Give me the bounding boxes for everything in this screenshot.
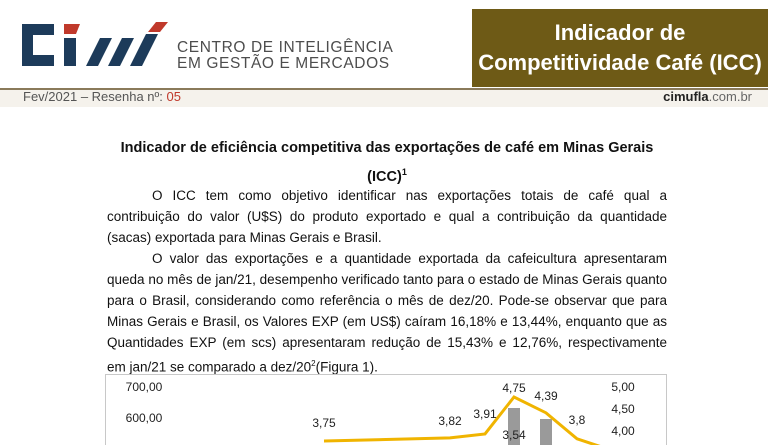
issue-number: 05: [166, 89, 181, 104]
chart-svg: 700,00 600,00 5,00 4,50 4,00 3,75 3,82 3…: [126, 380, 635, 445]
bar-1: [540, 419, 552, 445]
site-domain: .com.br: [708, 89, 752, 104]
paragraph-1: O ICC tem como objetivo identificar nas …: [107, 185, 667, 248]
figure-1-chart: 700,00 600,00 5,00 4,50 4,00 3,75 3,82 3…: [105, 374, 667, 445]
title-line2: Competitividade Café (ICC): [478, 50, 762, 75]
issue-date: Fev/2021 – Resenha nº:: [23, 89, 167, 104]
logo-text: CENTRO DE INTELIGÊNCIA EM GESTÃO E MERCA…: [177, 40, 393, 72]
line-label-0: 3,75: [312, 416, 336, 430]
heading-line2: (ICC): [367, 168, 402, 185]
heading-line1: Indicador de eficiência competitiva das …: [120, 140, 654, 156]
logo-text-line2: EM GESTÃO E MERCADOS: [177, 55, 390, 72]
logo-text-line1: CENTRO DE INTELIGÊNCIA: [177, 39, 394, 56]
article-heading: Indicador de eficiência competitiva das …: [107, 136, 667, 189]
cim-logo: [22, 22, 168, 66]
document-title-box: Indicador de Competitividade Café (ICC): [472, 9, 768, 87]
right-tick-5: 5,00: [611, 380, 635, 394]
paragraph-2-footnote-ref: 2: [311, 359, 316, 368]
bar-label-0: 3,54: [502, 428, 526, 442]
site-link[interactable]: cimufla.com.br: [663, 89, 752, 104]
title-line1: Indicador de: [554, 20, 686, 45]
left-tick-700: 700,00: [126, 380, 163, 394]
left-tick-600: 600,00: [126, 411, 163, 425]
line-label-2: 3,91: [473, 407, 497, 421]
paragraph-2-text: O valor das exportações e a quantidade e…: [107, 251, 667, 375]
heading-footnote-ref: 1: [401, 167, 407, 177]
line-label-3: 4,75: [502, 381, 526, 395]
paragraph-2: O valor das exportações e a quantidade e…: [107, 248, 667, 378]
line-label-1: 3,82: [438, 414, 462, 428]
paragraph-1-text: O ICC tem como objetivo identificar nas …: [107, 188, 667, 245]
site-name: cimufla: [663, 89, 709, 104]
right-tick-4-5: 4,50: [611, 402, 635, 416]
header-divider: [0, 88, 768, 90]
paragraph-2-figure-ref: (Figura 1).: [315, 359, 378, 375]
header-strip: [0, 90, 768, 107]
issue-info: Fev/2021 – Resenha nº: 05: [23, 89, 181, 104]
line-label-5: 3,8: [569, 413, 586, 427]
right-tick-4: 4,00: [611, 424, 635, 438]
line-label-4: 4,39: [534, 389, 558, 403]
